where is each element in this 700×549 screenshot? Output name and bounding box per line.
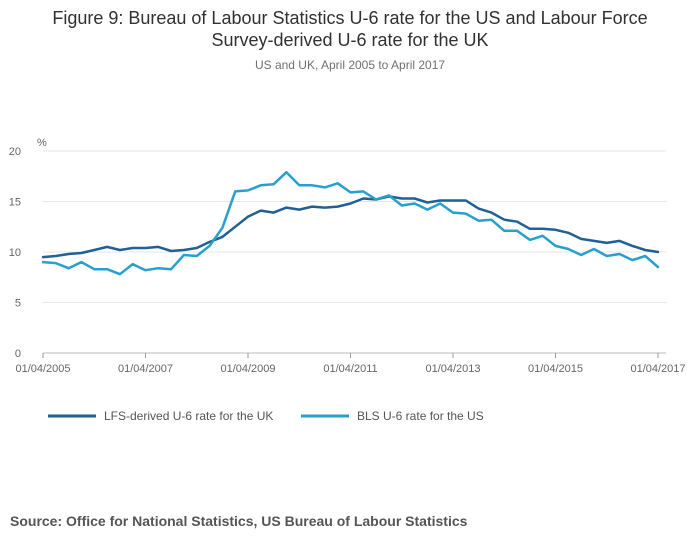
x-tick-label: 01/04/2017 — [630, 363, 685, 375]
chart-title-line-1: Figure 9: Bureau of Labour Statistics U-… — [52, 8, 648, 28]
y-axis-label: % — [37, 137, 47, 149]
y-tick-label: 10 — [9, 247, 21, 259]
x-tick-label: 01/04/2015 — [528, 363, 583, 375]
y-tick-label: 5 — [15, 298, 21, 310]
x-tick-label: 01/04/2011 — [323, 363, 377, 375]
series-line-us — [41, 170, 660, 276]
legend: LFS-derived U-6 rate for the UK BLS U-6 r… — [48, 409, 484, 423]
x-tick-label: 01/04/2005 — [15, 363, 70, 375]
chart-subtitle: US and UK, April 2005 to April 2017 — [254, 58, 446, 72]
legend-label-us: BLS U-6 rate for the US — [357, 409, 484, 423]
chart-title-line-2: Survey-derived U-6 rate for the UK — [211, 30, 489, 50]
source-note: Source: Office for National Statistics, … — [10, 513, 468, 529]
chart-title: Figure 9: Bureau of Labour Statistics U-… — [0, 7, 700, 51]
legend-label-uk: LFS-derived U-6 rate for the UK — [104, 409, 273, 423]
y-tick-label: 20 — [9, 146, 21, 158]
axes: 0 5 10 15 20% 01/04/2005 01/04/2007 01/04/2009 0… — [9, 137, 686, 375]
x-tick-label: 01/04/2013 — [425, 363, 480, 375]
series-lines — [41, 170, 660, 276]
y-tick-label: 15 — [9, 197, 21, 209]
x-tick-label: 01/04/2007 — [118, 363, 173, 375]
x-tick-label: 01/04/2009 — [220, 363, 275, 375]
series-line-uk — [41, 195, 660, 259]
y-tick-label: 0 — [15, 348, 21, 360]
